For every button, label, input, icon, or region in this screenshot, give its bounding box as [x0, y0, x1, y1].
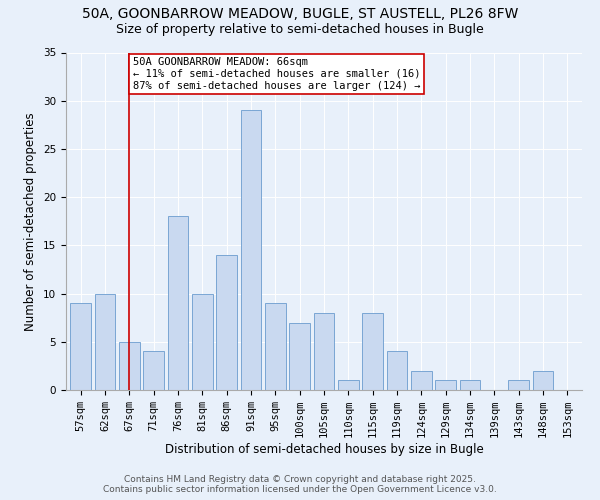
Bar	[508, 380, 529, 390]
Bar	[314, 313, 334, 390]
Bar	[362, 313, 383, 390]
Bar	[460, 380, 481, 390]
Bar	[411, 370, 432, 390]
Bar	[533, 370, 553, 390]
Bar	[338, 380, 359, 390]
Bar	[216, 255, 237, 390]
Text: 50A, GOONBARROW MEADOW, BUGLE, ST AUSTELL, PL26 8FW: 50A, GOONBARROW MEADOW, BUGLE, ST AUSTEL…	[82, 8, 518, 22]
Text: 50A GOONBARROW MEADOW: 66sqm
← 11% of semi-detached houses are smaller (16)
87% : 50A GOONBARROW MEADOW: 66sqm ← 11% of se…	[133, 58, 421, 90]
Y-axis label: Number of semi-detached properties: Number of semi-detached properties	[25, 112, 37, 330]
Bar	[386, 352, 407, 390]
Text: Contains public sector information licensed under the Open Government Licence v3: Contains public sector information licen…	[103, 485, 497, 494]
Text: Contains HM Land Registry data © Crown copyright and database right 2025.: Contains HM Land Registry data © Crown c…	[124, 475, 476, 484]
Text: Size of property relative to semi-detached houses in Bugle: Size of property relative to semi-detach…	[116, 22, 484, 36]
Bar	[265, 303, 286, 390]
Bar	[192, 294, 212, 390]
X-axis label: Distribution of semi-detached houses by size in Bugle: Distribution of semi-detached houses by …	[164, 443, 484, 456]
Bar	[289, 322, 310, 390]
Bar	[167, 216, 188, 390]
Bar	[241, 110, 262, 390]
Bar	[119, 342, 140, 390]
Bar	[143, 352, 164, 390]
Bar	[436, 380, 456, 390]
Bar	[70, 303, 91, 390]
Bar	[95, 294, 115, 390]
